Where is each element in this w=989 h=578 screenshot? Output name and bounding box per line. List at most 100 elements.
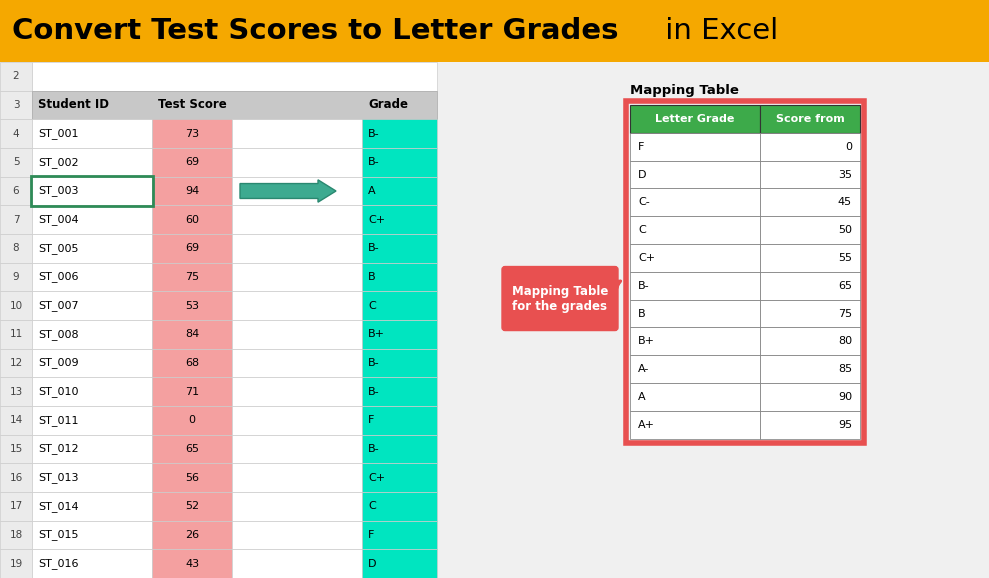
Bar (0, 406, 32, 435)
Bar (362, 205, 437, 234)
Bar (32, 91, 437, 119)
Text: Mapping Table: Mapping Table (630, 84, 739, 97)
Text: 85: 85 (838, 364, 852, 374)
Bar (232, 435, 362, 464)
Text: 55: 55 (838, 253, 852, 263)
Bar (760, 244, 860, 272)
Bar (626, 101, 864, 443)
Text: C-: C- (638, 197, 650, 208)
Text: B: B (638, 309, 646, 318)
Bar (32, 406, 152, 435)
Bar (362, 377, 437, 406)
Bar (760, 272, 860, 299)
Bar (152, 492, 232, 521)
Bar (630, 411, 760, 439)
Bar (760, 216, 860, 244)
Bar (152, 148, 232, 177)
Text: Letter Grade: Letter Grade (656, 114, 735, 124)
Text: B+: B+ (368, 329, 385, 339)
Bar (232, 262, 362, 291)
Bar (362, 291, 437, 320)
Bar (232, 148, 362, 177)
Text: 43: 43 (185, 559, 199, 569)
Text: Grade: Grade (368, 98, 408, 112)
Bar (760, 411, 860, 439)
Bar (0, 291, 32, 320)
Bar (232, 205, 362, 234)
Bar (362, 521, 437, 549)
Text: 90: 90 (838, 392, 852, 402)
Bar (232, 119, 362, 148)
Bar (0, 91, 32, 119)
Text: ST_009: ST_009 (38, 358, 78, 368)
Text: 35: 35 (838, 169, 852, 180)
Text: ST_003: ST_003 (38, 186, 78, 197)
Text: 7: 7 (13, 214, 20, 225)
Text: B-: B- (368, 129, 380, 139)
Bar (232, 406, 362, 435)
Bar (32, 492, 152, 521)
Text: A: A (368, 186, 376, 196)
Bar (32, 148, 152, 177)
Bar (152, 234, 232, 262)
Bar (362, 492, 437, 521)
Text: A+: A+ (638, 420, 655, 430)
Text: Mapping Table
for the grades: Mapping Table for the grades (512, 284, 608, 313)
Bar (760, 383, 860, 411)
Bar (152, 435, 232, 464)
Bar (232, 320, 362, 349)
Text: C+: C+ (368, 214, 385, 225)
Bar (32, 521, 152, 549)
Bar (760, 105, 860, 133)
Text: C: C (638, 225, 646, 235)
Bar (152, 377, 232, 406)
Bar (630, 355, 760, 383)
Text: ST_004: ST_004 (38, 214, 78, 225)
Bar (630, 299, 760, 328)
Text: 75: 75 (185, 272, 199, 282)
Bar (232, 377, 362, 406)
Text: 80: 80 (838, 336, 852, 346)
Bar (362, 234, 437, 262)
Text: B-: B- (368, 358, 380, 368)
Text: 0: 0 (189, 416, 196, 425)
Text: B+: B+ (638, 336, 655, 346)
Text: 56: 56 (185, 473, 199, 483)
Bar (362, 549, 437, 578)
Bar (152, 549, 232, 578)
Bar (0, 549, 32, 578)
Bar (32, 349, 152, 377)
Bar (362, 262, 437, 291)
Text: 12: 12 (9, 358, 23, 368)
Bar (152, 205, 232, 234)
Text: 65: 65 (838, 281, 852, 291)
Bar (152, 291, 232, 320)
Text: Student ID: Student ID (38, 98, 109, 112)
Bar (0, 177, 32, 205)
Bar (32, 377, 152, 406)
Bar (0, 435, 32, 464)
Bar (362, 349, 437, 377)
Bar (760, 133, 860, 161)
Text: 5: 5 (13, 157, 20, 168)
Bar (32, 205, 152, 234)
Bar (152, 177, 232, 205)
Bar (232, 549, 362, 578)
Bar (760, 299, 860, 328)
Bar (630, 383, 760, 411)
Text: 53: 53 (185, 301, 199, 310)
Text: 8: 8 (13, 243, 20, 253)
Bar (32, 119, 152, 148)
Bar (31, 176, 153, 206)
Text: 69: 69 (185, 157, 199, 168)
Text: B-: B- (368, 243, 380, 253)
Text: 45: 45 (838, 197, 852, 208)
Bar (362, 177, 437, 205)
Text: B-: B- (368, 444, 380, 454)
Bar (362, 320, 437, 349)
Bar (630, 105, 760, 133)
Bar (152, 119, 232, 148)
Bar (630, 216, 760, 244)
Text: ST_015: ST_015 (38, 529, 78, 540)
Text: in Excel: in Excel (656, 17, 778, 45)
